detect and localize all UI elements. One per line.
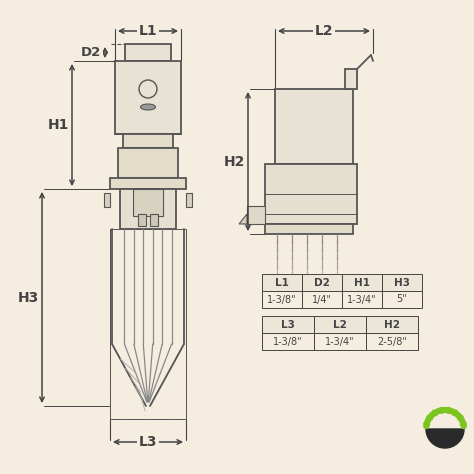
Bar (382, 274, 422, 291)
Bar (138, 214, 146, 226)
Bar (118, 148, 178, 178)
Text: 1-3/4": 1-3/4" (347, 294, 377, 304)
Bar (115, 61, 181, 134)
Text: D2: D2 (314, 277, 330, 288)
Text: H1: H1 (354, 277, 370, 288)
Text: 1-3/8": 1-3/8" (273, 337, 303, 346)
Bar (275, 89, 353, 164)
Bar (150, 214, 158, 226)
Bar (262, 316, 314, 333)
Text: L1: L1 (139, 24, 157, 38)
Text: L2: L2 (315, 24, 333, 38)
Text: 1-3/8": 1-3/8" (267, 294, 297, 304)
Text: 2-5/8": 2-5/8" (377, 337, 407, 346)
Text: 5": 5" (397, 294, 407, 304)
Polygon shape (426, 429, 464, 448)
Ellipse shape (140, 104, 155, 110)
Bar (110, 178, 186, 189)
Text: 1-3/4": 1-3/4" (325, 337, 355, 346)
Text: D2: D2 (81, 46, 101, 59)
Bar (265, 164, 357, 224)
Bar (262, 274, 302, 291)
Bar (342, 274, 382, 291)
Bar (366, 333, 418, 350)
Text: 1/4": 1/4" (312, 294, 332, 304)
Text: L2: L2 (333, 319, 347, 329)
Bar (123, 134, 173, 148)
Bar (382, 291, 422, 308)
Bar (120, 189, 176, 229)
Bar (302, 274, 342, 291)
Bar (345, 69, 357, 89)
Text: H1: H1 (47, 118, 69, 132)
Bar (262, 333, 314, 350)
Bar (265, 224, 353, 234)
Bar (314, 333, 366, 350)
Text: L3: L3 (139, 435, 157, 449)
Bar (186, 193, 192, 207)
Text: H2: H2 (223, 155, 245, 168)
Bar (247, 206, 265, 224)
Bar (133, 189, 163, 216)
Text: L3: L3 (281, 319, 295, 329)
Bar (314, 316, 366, 333)
Text: H3: H3 (18, 291, 38, 304)
Bar (110, 229, 186, 419)
Polygon shape (239, 214, 247, 224)
Bar (366, 316, 418, 333)
Text: L1: L1 (275, 277, 289, 288)
Bar (342, 291, 382, 308)
Text: H2: H2 (384, 319, 400, 329)
Bar (104, 193, 110, 207)
Bar (262, 291, 302, 308)
Bar (110, 229, 186, 419)
Text: H3: H3 (394, 277, 410, 288)
Bar (125, 44, 171, 61)
Bar (302, 291, 342, 308)
